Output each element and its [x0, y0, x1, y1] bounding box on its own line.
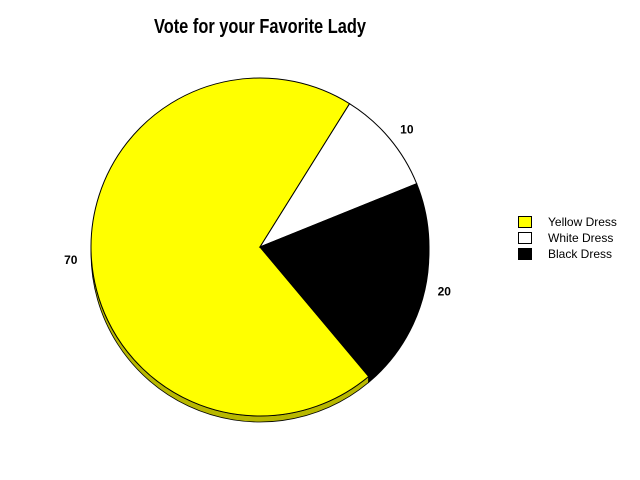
data-label-black-dress: 20 — [438, 284, 452, 298]
legend-label: White Dress — [548, 231, 614, 245]
legend-swatch — [518, 232, 532, 244]
legend-item-white-dress: White Dress — [518, 230, 617, 246]
legend-swatch — [518, 216, 532, 228]
pie-slice-black-dress — [259, 183, 430, 378]
legend-label: Yellow Dress — [548, 215, 617, 229]
chart-title: Vote for your Favorite Lady — [153, 16, 367, 38]
pie-labels: 70 10 20 — [64, 122, 451, 298]
pie-slice-yellow-dress — [90, 77, 370, 417]
data-label-yellow-dress: 70 — [64, 253, 78, 267]
pie-slices — [90, 77, 430, 417]
pie-slice-white-dress — [258, 102, 418, 249]
data-label-white-dress: 10 — [400, 122, 414, 136]
legend-item-black-dress: Black Dress — [518, 246, 617, 262]
legend-item-yellow-dress: Yellow Dress — [518, 214, 617, 230]
legend: Yellow Dress White Dress Black Dress — [518, 214, 617, 262]
legend-label: Black Dress — [548, 247, 613, 261]
legend-swatch — [518, 248, 532, 260]
